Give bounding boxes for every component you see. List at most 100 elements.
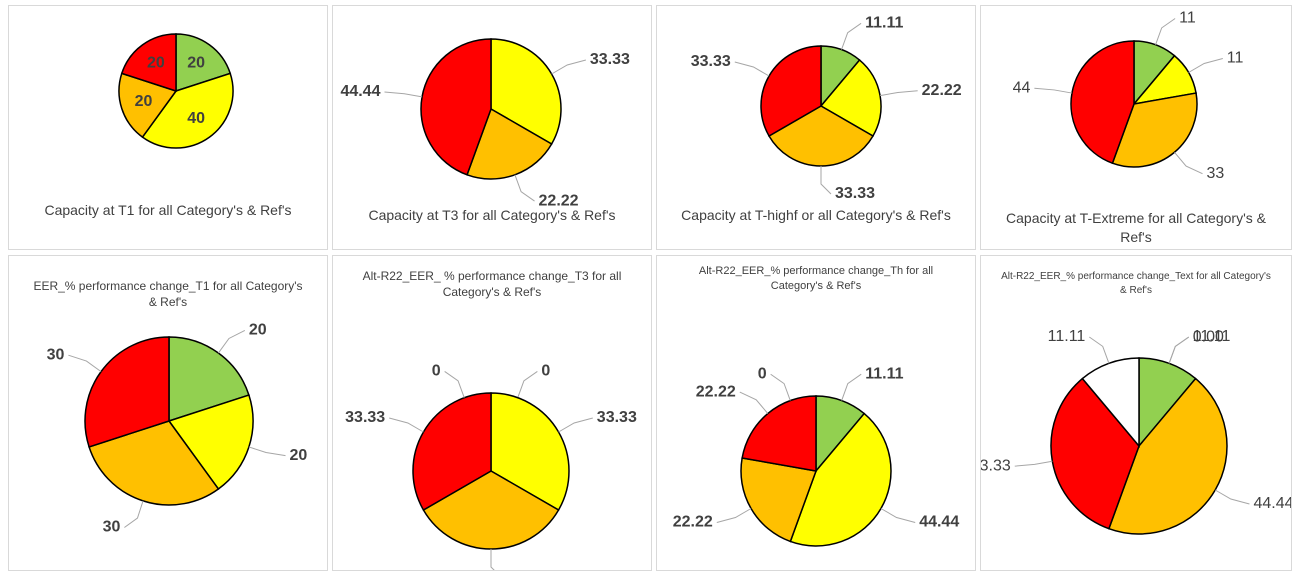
data-label: 33.33	[590, 51, 630, 68]
chart: 20 20 30 30	[47, 322, 308, 536]
data-label: 33.33	[505, 568, 545, 570]
leader-line	[68, 354, 102, 373]
leader-line	[880, 508, 916, 523]
chart-title: Alt-R22_EER_% performance change_Text fo…	[1001, 271, 1271, 296]
data-label: 22.22	[696, 383, 736, 400]
leader-line	[558, 417, 593, 433]
data-label: 0.00	[1193, 328, 1224, 345]
data-label: 20	[147, 55, 165, 72]
chart: 11 11 33 44	[1013, 10, 1244, 182]
data-label: 30	[103, 519, 121, 536]
leader-line	[841, 373, 862, 401]
data-label: 11	[1227, 50, 1244, 67]
chart-panel: 33.33 22.22 44.44 Capacity at T3 for all Ca…	[332, 5, 652, 250]
pie-slice	[420, 38, 492, 176]
chart-panel: 0 33.33 33.33 33.33 0 Alt-R22_EER_ % performa…	[332, 255, 652, 571]
pie-slice	[1107, 377, 1228, 535]
leader-line	[551, 59, 586, 75]
pie-slice	[819, 58, 882, 138]
chart: 11.11 22.22 33.33 33.33	[691, 15, 962, 203]
leader-line	[248, 446, 286, 457]
leader-line	[217, 329, 246, 354]
leader-line	[517, 371, 538, 398]
chart-panel: 20 40 20 20 Capacity at T1 for all Category'…	[8, 5, 328, 250]
data-label: 11.11	[1193, 328, 1231, 345]
data-label: 30	[47, 346, 65, 363]
leader-line	[1155, 18, 1176, 45]
data-label: 33.33	[597, 409, 637, 426]
chart: 33.33 22.22 44.44	[340, 38, 630, 209]
chart-panel: 11.11 22.22 33.33 33.33 Capacity at T-highf …	[656, 5, 976, 250]
chart-title: EER_% performance change_T1 for all Cate…	[33, 279, 303, 310]
leader-line	[1168, 336, 1190, 364]
leader-line	[820, 166, 832, 195]
data-label: 44.44	[919, 514, 959, 531]
data-label: 0	[758, 365, 767, 382]
pie-slice	[1050, 377, 1140, 530]
pie-slice	[1081, 357, 1140, 449]
chart-title: Capacity at T1 for all Category's & Ref'…	[44, 202, 292, 218]
chart: 20 40 20 20	[118, 33, 234, 149]
leader-line	[770, 373, 791, 401]
data-label: 11.11	[865, 365, 903, 382]
data-label: 44.44	[340, 83, 380, 100]
data-label: 40	[187, 110, 205, 127]
pie-slice	[175, 33, 232, 93]
chart-title: Alt-R22_EER_ % performance change_T3 for…	[362, 269, 622, 300]
pie-slice	[84, 336, 170, 448]
leader-line	[1089, 336, 1110, 364]
leader-line	[1034, 87, 1073, 94]
pie-slice	[740, 457, 818, 543]
data-label: 33	[1206, 165, 1224, 182]
data-label: 11.11	[1048, 328, 1086, 345]
leader-line	[514, 174, 535, 202]
pie-slice	[118, 72, 178, 139]
chart-panel: 11.11 44.44 22.22 22.22 0 Alt-R22_EER_% perfo…	[656, 255, 976, 571]
leader-line	[1168, 336, 1189, 364]
leader-line	[1174, 151, 1203, 175]
pie-slice	[167, 394, 254, 491]
data-label: 33.33	[835, 185, 875, 202]
chart: 11.11 44.44 22.22 22.22 0	[673, 365, 959, 547]
pie-slice	[120, 33, 177, 93]
data-label: 20	[249, 322, 267, 339]
pie-slice	[741, 395, 817, 472]
leader-line	[1188, 58, 1223, 73]
data-label: 22.22	[673, 514, 713, 531]
leader-line	[1014, 460, 1053, 467]
leader-line	[841, 22, 862, 50]
data-label: 0	[432, 363, 441, 380]
leader-line	[444, 371, 465, 398]
data-label: 33.33	[981, 457, 1011, 474]
data-label: 33.33	[345, 409, 385, 426]
pie-slice	[466, 107, 553, 180]
leader-line	[1214, 489, 1250, 505]
data-label: 20	[290, 447, 308, 464]
chart: 0 33.33 33.33 33.33 0	[345, 363, 637, 570]
data-label: 22.22	[922, 82, 962, 99]
data-label: 22.22	[539, 192, 579, 209]
leader-line	[739, 391, 769, 414]
pie-slice	[490, 392, 570, 512]
leader-line	[384, 91, 423, 98]
chart-title: Capacity at T-Extreme for all Category's…	[1006, 210, 1266, 245]
data-label: 0	[541, 363, 550, 380]
data-label: 44	[1013, 79, 1031, 96]
pie-slice	[1070, 40, 1135, 165]
leader-line	[716, 508, 752, 523]
data-label: 20	[187, 55, 205, 72]
chart-title: Capacity at T3 for all Category's & Ref'…	[368, 207, 616, 223]
chart-title: Capacity at T-highf or all Category's & …	[681, 207, 951, 223]
leader-line	[490, 549, 495, 570]
chart-panel: 20 20 30 30 EER_% performance change_T1 for …	[8, 255, 328, 571]
data-label: 44.44	[1253, 495, 1291, 512]
data-label: 20	[135, 93, 153, 110]
data-label: 11.11	[865, 15, 903, 32]
data-label: 11	[1179, 10, 1196, 27]
chart-panel: 11 11 33 44 Capacity at T-Extreme for all Ca…	[980, 5, 1292, 250]
pie-slice	[412, 392, 492, 512]
pie-slice	[422, 470, 560, 550]
